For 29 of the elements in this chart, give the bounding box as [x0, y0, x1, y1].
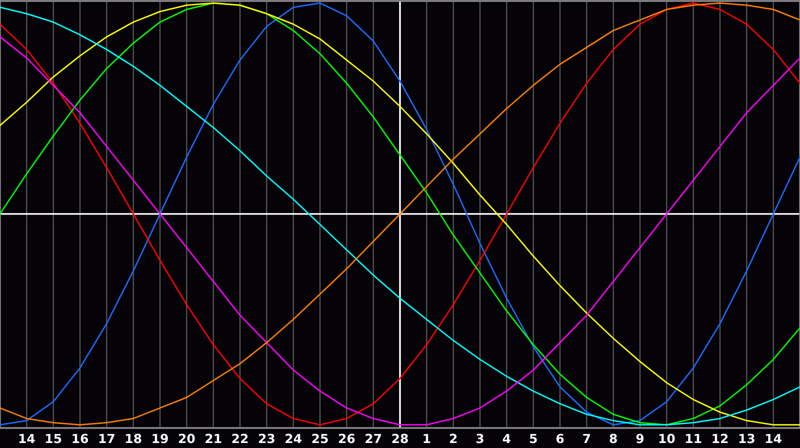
x-tick-label: 23 — [258, 434, 274, 444]
x-tick-label: 28 — [392, 434, 408, 444]
x-tick-label: 1 — [424, 434, 430, 444]
x-tick-label: 2 — [450, 434, 457, 444]
x-tick-label: 11 — [686, 434, 702, 444]
x-tick-label: 5 — [530, 434, 537, 444]
x-tick-label: 3 — [476, 434, 484, 444]
x-tick-label: 8 — [610, 434, 617, 444]
x-tick-label: 16 — [72, 434, 88, 444]
x-tick-label: 19 — [152, 434, 168, 444]
x-tick-label: 25 — [312, 434, 328, 444]
x-tick-label: 15 — [46, 434, 62, 444]
x-tick-label: 12 — [712, 434, 728, 444]
x-tick-label: 20 — [178, 434, 195, 444]
x-tick-label: 14 — [19, 434, 35, 444]
x-tick-label: 24 — [286, 434, 302, 444]
x-tick-label: 22 — [232, 434, 248, 444]
x-tick-label: 6 — [556, 434, 564, 444]
x-tick-label: 7 — [583, 434, 590, 444]
x-tick-label: 4 — [502, 434, 510, 444]
x-tick-label: 21 — [206, 434, 222, 444]
x-tick-label: 9 — [636, 434, 644, 444]
x-tick-label: 17 — [99, 434, 114, 444]
x-tick-label: 27 — [366, 434, 382, 444]
x-tick-label: 10 — [659, 434, 675, 444]
x-tick-label: 13 — [739, 434, 754, 444]
x-tick-label: 14 — [766, 434, 782, 444]
x-tick-label: 26 — [338, 434, 355, 444]
x-tick-label: 18 — [126, 434, 142, 444]
